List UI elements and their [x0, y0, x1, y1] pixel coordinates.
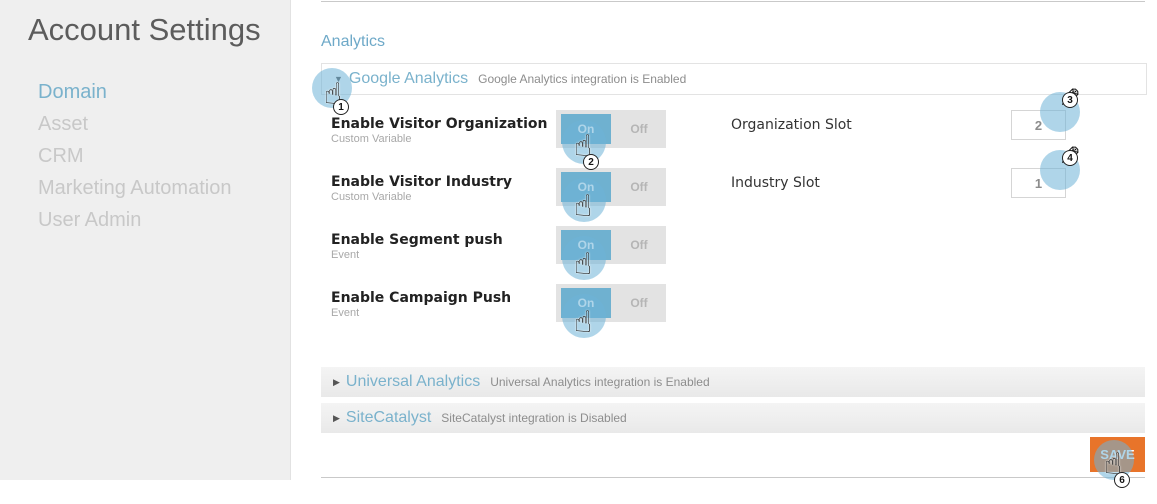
step-number: 2 [583, 154, 599, 170]
highlight-halo [562, 236, 606, 280]
organization-slot-label: Organization Slot [731, 117, 852, 133]
sidebar-item-asset[interactable]: Asset [38, 113, 89, 135]
triangle-right-icon: ▶ [333, 376, 340, 387]
step-number: 1 [333, 99, 349, 115]
step-number: 3 [1062, 92, 1078, 108]
universal-analytics-title: Universal Analytics [345, 373, 481, 390]
toggle-off[interactable]: Off [630, 180, 648, 194]
setting-title: Enable Visitor Organization [331, 116, 548, 132]
sidebar-item-marketing-automation[interactable]: Marketing Automation [38, 177, 232, 199]
setting-visitor-industry: Enable Visitor Industry Custom Variable [331, 174, 561, 203]
industry-slot-label: Industry Slot [731, 175, 820, 191]
page-title: Account Settings [28, 12, 261, 47]
google-analytics-status: Google Analytics integration is Enabled [478, 72, 687, 86]
sitecatalyst-title: SiteCatalyst [345, 409, 432, 426]
google-analytics-header[interactable]: ▼ Google Analytics Google Analytics inte… [321, 63, 1147, 95]
universal-analytics-header[interactable]: ▶ Universal Analytics Universal Analytic… [321, 367, 1145, 397]
pointer-hand-icon: ☝ [574, 248, 593, 281]
sitecatalyst-header[interactable]: ▶ SiteCatalyst SiteCatalyst integration … [321, 403, 1145, 433]
setting-title: Enable Campaign Push [331, 290, 512, 306]
triangle-right-icon: ▶ [333, 412, 340, 423]
sidebar-item-domain[interactable]: Domain [38, 81, 107, 103]
toggle-off[interactable]: Off [630, 296, 648, 310]
highlight-halo [562, 294, 606, 338]
google-analytics-title: Google Analytics [348, 70, 469, 87]
setting-segment-push: Enable Segment push Event [331, 232, 561, 261]
setting-campaign-push: Enable Campaign Push Event [331, 290, 561, 319]
pointer-hand-icon: ☝ [574, 190, 593, 223]
step-number: 4 [1062, 150, 1078, 166]
setting-subtitle: Custom Variable [331, 191, 412, 203]
pointer-hand-icon: ☝ [574, 306, 593, 339]
setting-title: Enable Segment push [331, 232, 503, 248]
universal-analytics-status: Universal Analytics integration is Enabl… [490, 375, 710, 389]
setting-subtitle: Custom Variable [331, 133, 412, 145]
sidebar-item-crm[interactable]: CRM [38, 145, 84, 167]
setting-title: Enable Visitor Industry [331, 174, 512, 190]
highlight-halo [562, 178, 606, 222]
section-title: Analytics [321, 33, 386, 50]
settings-sidebar: Account Settings Domain Asset CRM Market… [0, 0, 291, 480]
top-divider [321, 1, 1145, 2]
sitecatalyst-status: SiteCatalyst integration is Disabled [441, 411, 627, 425]
sidebar-nav: Domain Asset CRM Marketing Automation Us… [38, 76, 231, 236]
bottom-divider [321, 477, 1145, 478]
setting-visitor-organization: Enable Visitor Organization Custom Varia… [331, 116, 561, 145]
toggle-off[interactable]: Off [630, 122, 648, 136]
setting-subtitle: Event [331, 249, 360, 261]
toggle-off[interactable]: Off [630, 238, 648, 252]
sidebar-item-user-admin[interactable]: User Admin [38, 209, 142, 231]
setting-subtitle: Event [331, 307, 360, 319]
step-number: 6 [1114, 472, 1130, 488]
